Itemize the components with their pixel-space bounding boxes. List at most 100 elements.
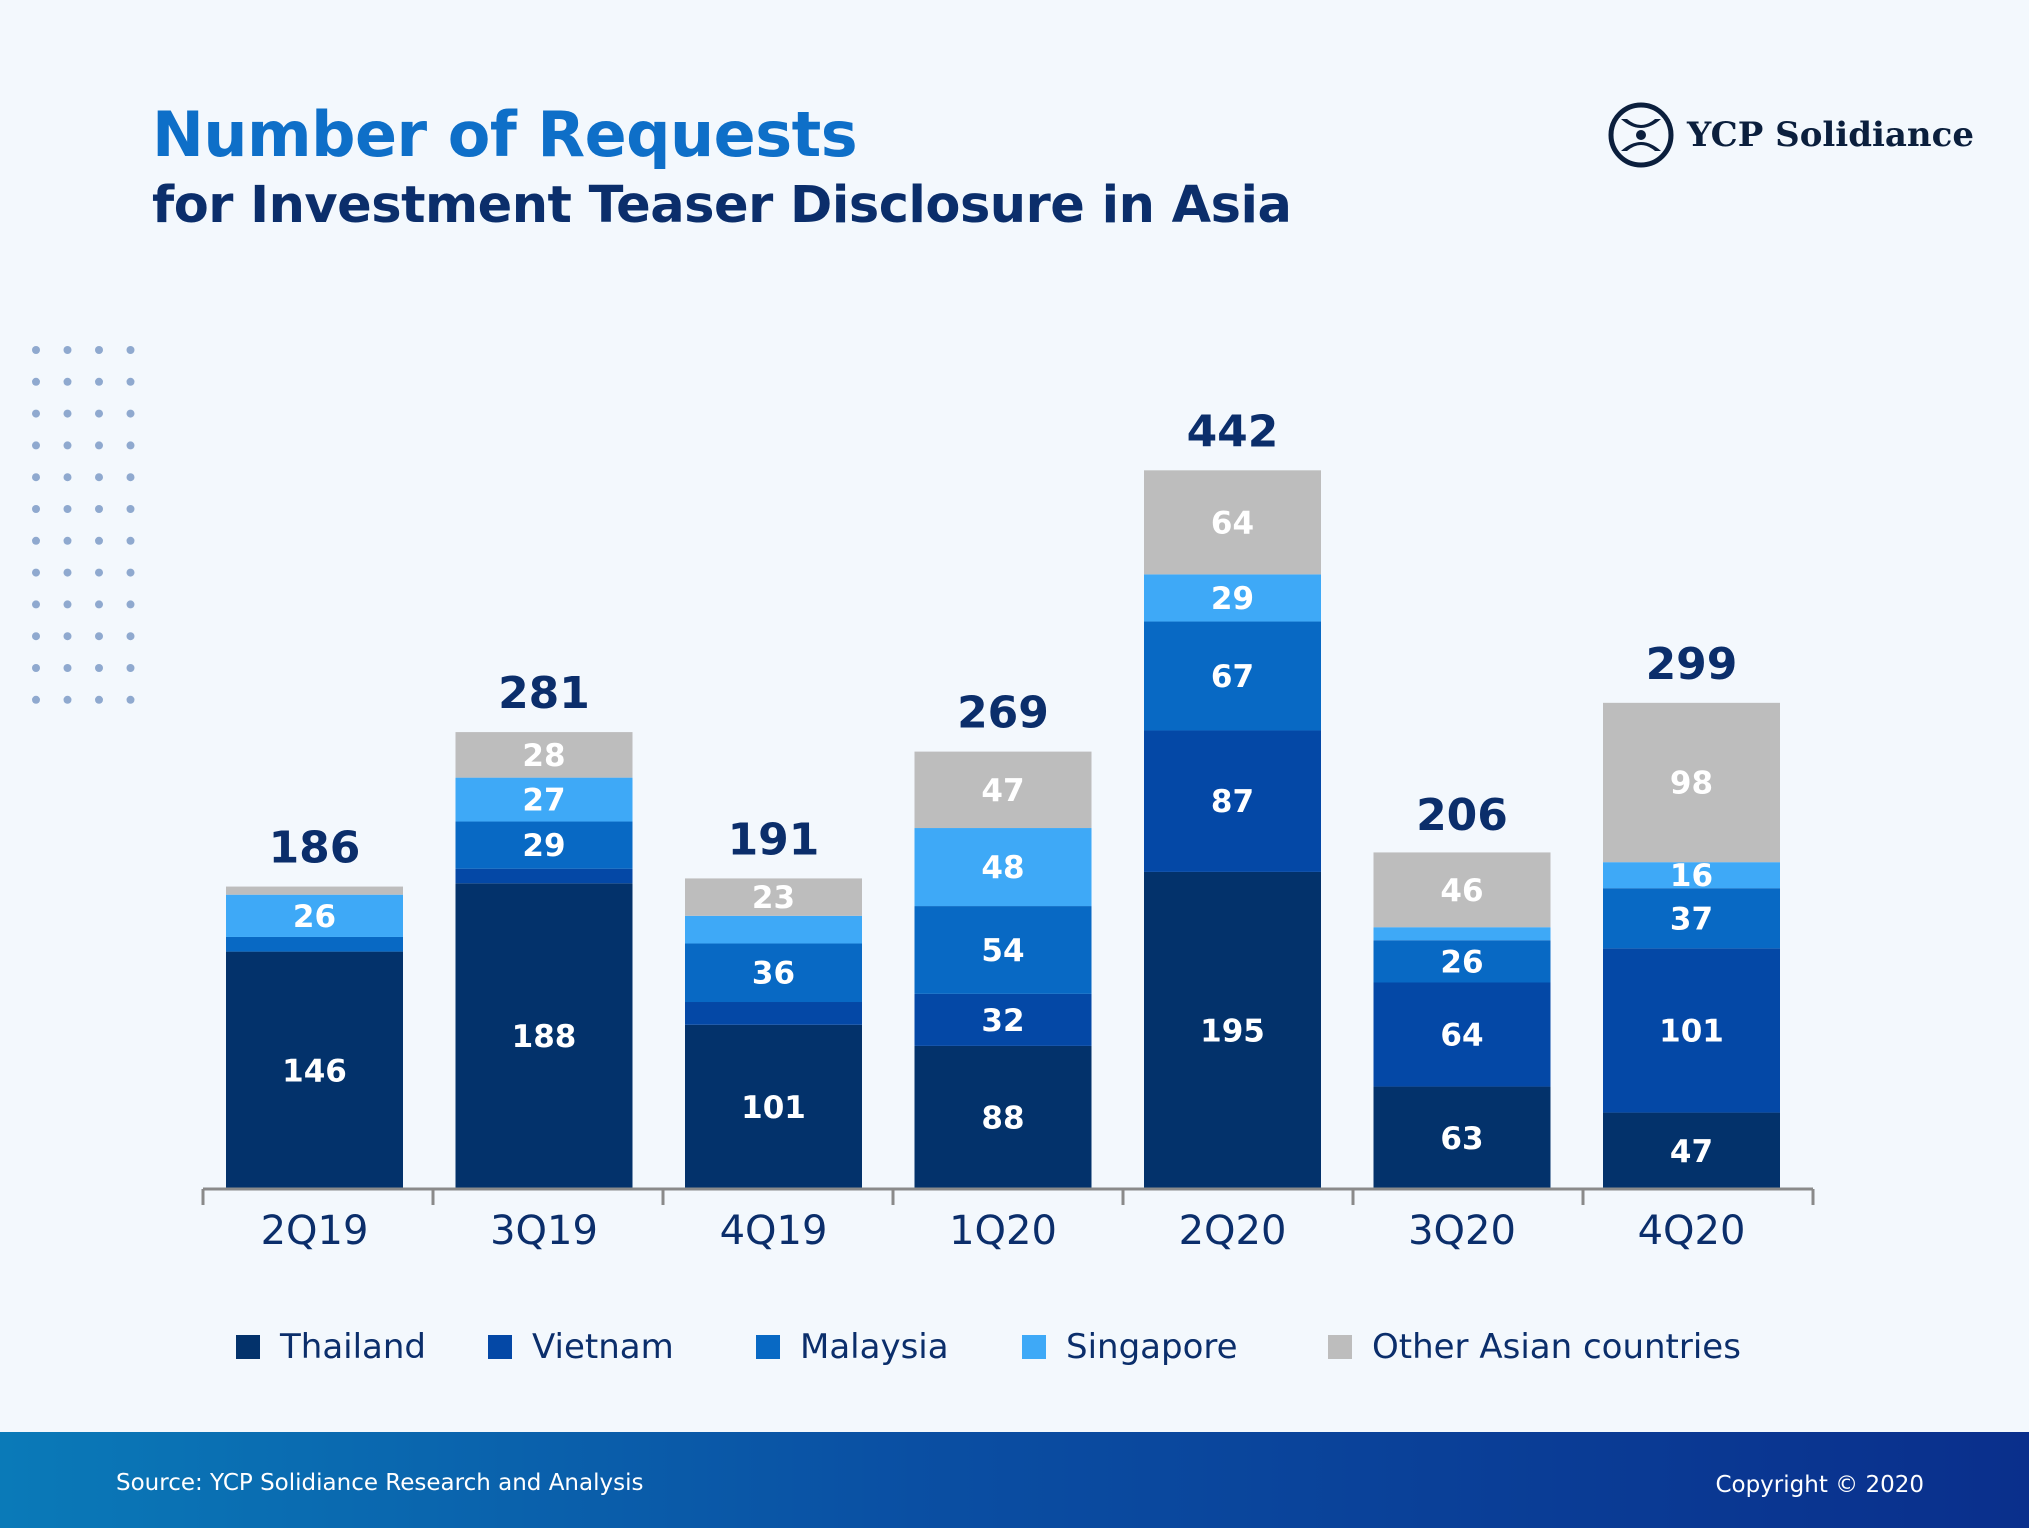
legend-label-vietnam: Vietnam <box>532 1327 674 1367</box>
segment-value-label: 29 <box>1211 581 1254 617</box>
bar-total-label: 299 <box>1646 639 1738 690</box>
decor-dot <box>63 377 72 386</box>
segment-value-label: 48 <box>981 850 1024 886</box>
bar-segment-singapore <box>914 828 1092 907</box>
bar-segment-other-asian-countries <box>455 732 633 778</box>
brand: YCP Solidiance <box>1607 100 1974 170</box>
bar-segment-thailand <box>1603 1112 1780 1189</box>
decor-dot <box>126 505 135 513</box>
bar-segment-singapore <box>455 777 633 822</box>
decor-dot <box>32 346 40 354</box>
decor-dot <box>95 346 103 354</box>
decor-dot <box>32 377 40 386</box>
legend-item-singapore: Singapore <box>1022 1324 1238 1370</box>
decor-dot <box>63 695 72 704</box>
decor-dot <box>63 505 72 513</box>
bar-total-label: 442 <box>1187 406 1279 457</box>
bar-segment-thailand <box>1144 871 1321 1189</box>
footer: Source: YCP Solidiance Research and Anal… <box>0 1432 2029 1528</box>
bar-segment-other-asian-countries <box>226 886 403 895</box>
decor-dot <box>63 536 72 545</box>
legend-swatch-singapore <box>1022 1335 1046 1359</box>
decor-dot <box>126 377 135 386</box>
decor-dot <box>95 473 103 482</box>
bar-segment-singapore <box>226 894 403 937</box>
bar-segment-singapore <box>1373 927 1551 941</box>
bar-segment-malaysia <box>1144 621 1321 731</box>
bar-segment-other-asian-countries <box>1373 852 1551 928</box>
decor-dot <box>63 346 72 354</box>
legend-swatch-vietnam <box>488 1335 512 1359</box>
decor-dot <box>32 568 40 577</box>
segment-value-label: 16 <box>1670 858 1713 894</box>
segment-value-label: 146 <box>282 1053 347 1089</box>
decor-dot <box>126 600 135 609</box>
copyright-note: Copyright © 2020 <box>1715 1472 1924 1498</box>
segment-value-label: 88 <box>981 1100 1024 1136</box>
decor-dot <box>126 441 135 450</box>
bar-segment-singapore <box>685 915 862 944</box>
bar-segment-singapore <box>1144 574 1321 622</box>
bar-segment-other-asian-countries <box>685 878 862 916</box>
segment-value-label: 47 <box>1670 1134 1713 1170</box>
bar-segment-vietnam <box>455 868 633 884</box>
decor-dot <box>63 568 72 577</box>
segment-value-label: 32 <box>981 1003 1024 1039</box>
chart-title: Number of Requests <box>152 98 858 171</box>
chart-subtitle: for Investment Teaser Disclosure in Asia <box>152 176 1292 235</box>
x-tick-label: 4Q20 <box>1638 1208 1746 1254</box>
x-tick-label: 2Q20 <box>1179 1208 1287 1254</box>
decor-dot <box>95 536 103 545</box>
segment-value-label: 67 <box>1211 659 1254 695</box>
decor-dot <box>95 600 103 609</box>
legend-item-vietnam: Vietnam <box>488 1324 674 1370</box>
brand-name: YCP Solidiance <box>1687 115 1974 155</box>
bar-segment-vietnam <box>914 993 1092 1046</box>
bar-segment-malaysia <box>914 906 1092 994</box>
bar-segment-thailand <box>455 883 633 1189</box>
segment-value-label: 29 <box>522 828 565 864</box>
decor-dot <box>126 473 135 482</box>
decor-dot <box>95 505 103 513</box>
decor-dot <box>63 632 72 641</box>
decor-dot <box>95 568 103 577</box>
decor-dot <box>32 695 40 704</box>
legend-label-thailand: Thailand <box>280 1327 427 1367</box>
decor-dot <box>95 632 103 641</box>
decor-dot <box>63 441 72 450</box>
bar-segment-malaysia <box>1373 940 1551 983</box>
decor-dot <box>126 409 135 418</box>
decor-dot <box>126 346 135 354</box>
x-tick-label: 4Q19 <box>720 1208 828 1254</box>
bar-segment-thailand <box>685 1024 862 1189</box>
decor-dot <box>63 409 72 418</box>
segment-value-label: 63 <box>1440 1121 1483 1157</box>
segment-value-label: 47 <box>981 773 1024 809</box>
bar-segment-malaysia <box>685 943 862 1003</box>
decor-dot <box>126 695 135 704</box>
legend-item-thailand: Thailand <box>236 1324 426 1370</box>
decor-dot <box>95 409 103 418</box>
bar-total-label: 191 <box>728 814 820 865</box>
bar-total-label: 281 <box>498 668 590 719</box>
decor-dot <box>32 441 40 450</box>
segment-value-label: 36 <box>752 956 795 992</box>
x-tick-label: 1Q20 <box>949 1208 1057 1254</box>
decor-dot <box>63 600 72 609</box>
segment-value-label: 64 <box>1440 1018 1483 1054</box>
bar-segment-vietnam <box>1603 948 1780 1113</box>
decor-dot <box>63 473 72 482</box>
legend-swatch-malaysia <box>756 1335 780 1359</box>
segment-value-label: 101 <box>741 1090 806 1126</box>
decor-dot <box>95 664 103 672</box>
x-tick-label: 3Q19 <box>490 1208 598 1254</box>
ycp-logo-icon <box>1608 102 1674 168</box>
bar-segment-other-asian-countries <box>1144 470 1321 575</box>
decor-dot <box>32 664 40 672</box>
segment-value-label: 27 <box>522 783 565 819</box>
bar-segment-other-asian-countries <box>1603 702 1780 863</box>
decor-dot <box>126 632 135 641</box>
segment-value-label: 26 <box>293 899 336 935</box>
legend-label-malaysia: Malaysia <box>800 1327 949 1367</box>
